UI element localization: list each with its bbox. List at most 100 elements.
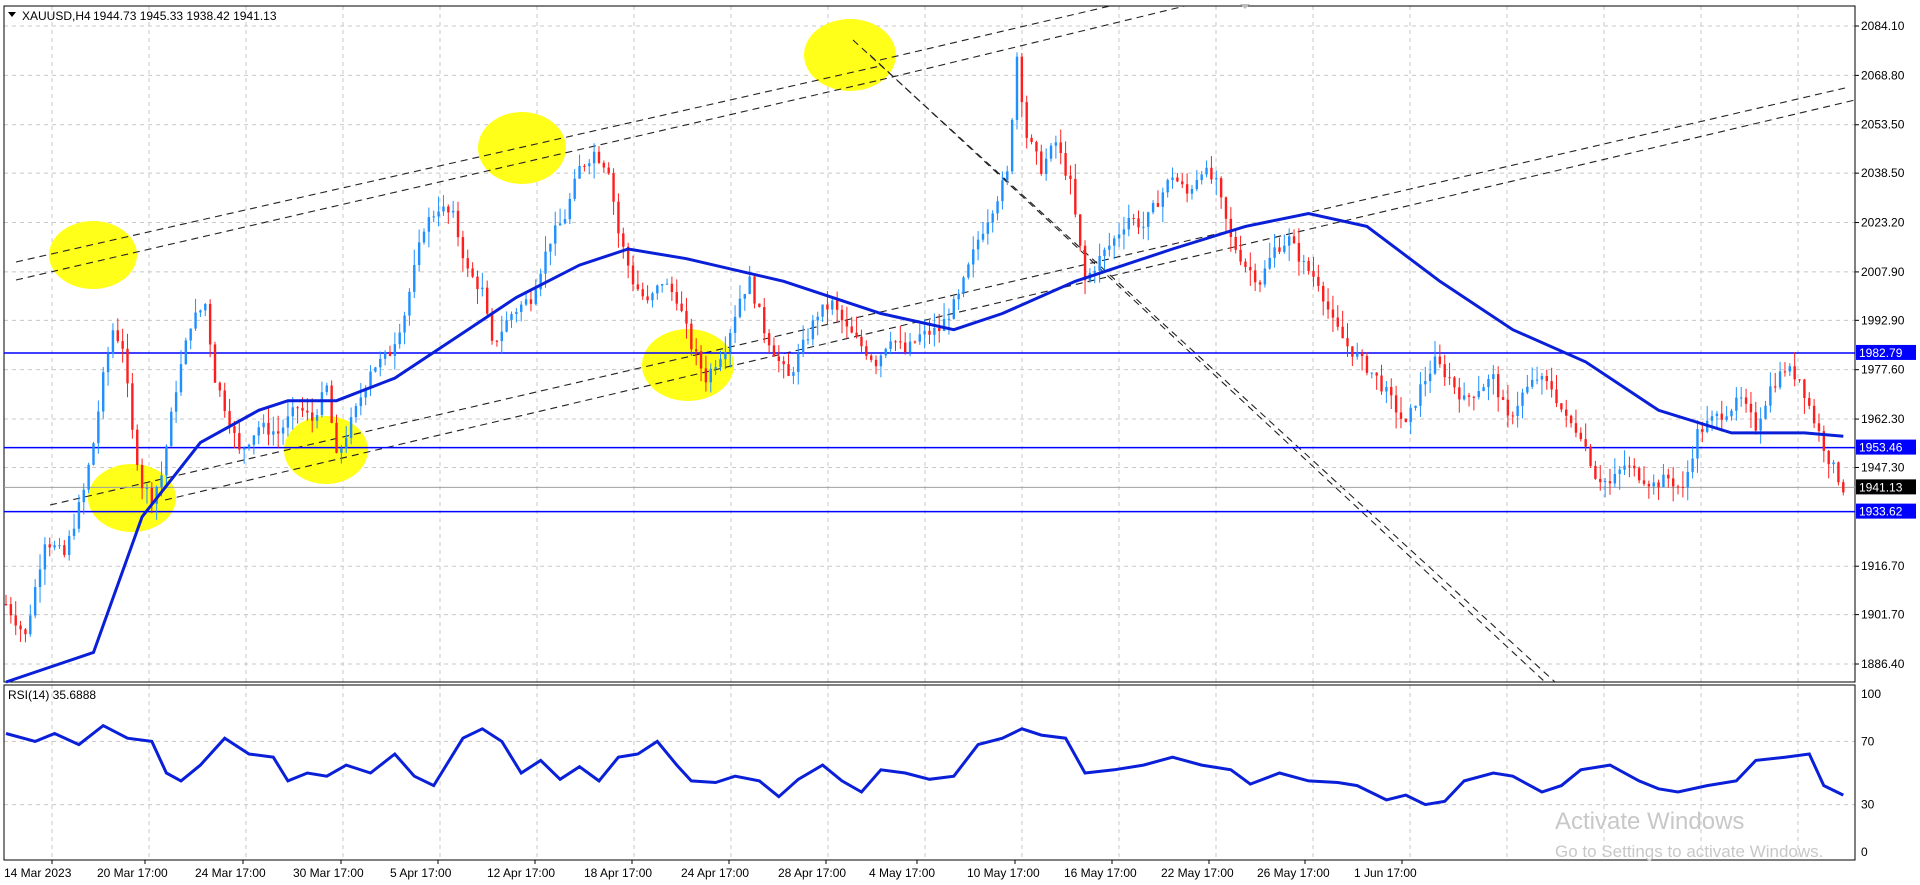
candle-body [379,358,382,368]
candle-body [767,333,771,346]
candle-body [709,368,712,383]
candle-body [1166,180,1169,193]
x-tick-label: 22 May 17:00 [1161,866,1234,880]
x-tick-label: 16 May 17:00 [1064,866,1137,880]
activate-windows-title: Activate Windows [1555,808,1744,835]
candle-body [29,615,32,635]
y-tick-label: 1977.60 [1861,363,1905,377]
candle-body [388,351,392,356]
candle-body [121,341,124,349]
highlight-ellipse-6 [804,19,896,91]
candle-body [1545,376,1548,382]
candle-body [1642,480,1646,484]
candle-body [1424,381,1427,385]
candle-body [1103,249,1106,256]
candle-body [826,304,829,310]
candle-body [422,231,426,243]
candle-body [758,303,761,308]
candle-body [1599,478,1602,483]
candle-body [801,339,805,354]
candle-body [680,303,683,311]
candle-body [77,502,81,529]
candle-body [116,330,119,342]
candle-body [1059,142,1062,154]
candle-body [48,544,51,548]
candle-body [1633,465,1636,469]
candle-body [1759,418,1762,431]
candle-body [1735,397,1738,411]
price-level-tag [1856,344,1916,360]
candle-body [451,210,455,213]
candle-body [247,444,251,448]
candle-body [276,431,280,434]
rsi-line [5,723,1844,807]
candle-body [763,307,766,334]
candle-body [1239,249,1242,262]
candle-body [1142,226,1145,228]
candle-body [602,162,606,168]
candle-body [306,410,309,413]
candle-body [111,330,115,354]
x-tick-label: 1 Jun 17:00 [1354,866,1417,880]
candle-body [729,332,732,353]
candle-body [1623,465,1626,470]
candle-body [1132,217,1135,219]
candle-body [884,348,887,356]
candle-body [1078,214,1082,246]
candle-body [967,264,970,278]
candle-body [1603,481,1607,483]
price-level-tag [1856,503,1916,519]
y-tick-label: 2038.50 [1861,166,1905,180]
horizontal-lines [4,352,1855,513]
candle-body [874,359,878,367]
candle-body [145,487,149,489]
candle-body [1516,405,1519,417]
candle-body [1560,403,1563,410]
candle-body [1278,247,1281,252]
candle-body [952,299,956,319]
candle-body [345,438,348,449]
candle-body [1783,371,1787,373]
candle-body [1098,255,1101,271]
candle-body [1618,469,1621,474]
candle-body [1438,356,1442,365]
y-tick-label: 1916.70 [1861,559,1905,573]
candle-body [1462,395,1466,400]
candle-body [1195,180,1199,189]
candle-body [641,289,644,297]
trendline [869,54,1546,683]
candle-body [325,385,328,393]
candle-body [1151,203,1155,213]
candle-body [38,569,42,588]
candle-body [490,313,494,341]
candle-body [485,287,489,314]
candle-body [1613,473,1617,484]
candle-body [1317,276,1320,286]
candle-body [267,422,270,435]
candle-body [549,243,552,252]
dropdown-arrow-icon[interactable] [8,12,16,17]
x-tick-label: 26 May 17:00 [1257,866,1330,880]
moving-average-line [5,211,1844,684]
candle-body [315,415,319,421]
candle-body [694,349,698,352]
candle-body [349,417,353,439]
candle-body [301,407,304,411]
candle-body [1662,474,1665,488]
candle-body [972,249,975,265]
candle-body [9,604,13,616]
candle-body [204,304,207,311]
candle-body [860,336,863,347]
candle-body [743,294,746,299]
highlight-ellipse-4 [284,416,368,484]
candle-body [1312,271,1315,277]
candle-body [281,427,285,434]
candle-body [733,316,737,333]
candle-body [1443,364,1446,378]
candle-body [1472,396,1476,398]
candle-body [466,258,469,269]
candle-body [981,233,985,240]
candle-body [1263,268,1267,285]
x-tick-label: 10 May 17:00 [967,866,1040,880]
candle-body [19,625,22,630]
